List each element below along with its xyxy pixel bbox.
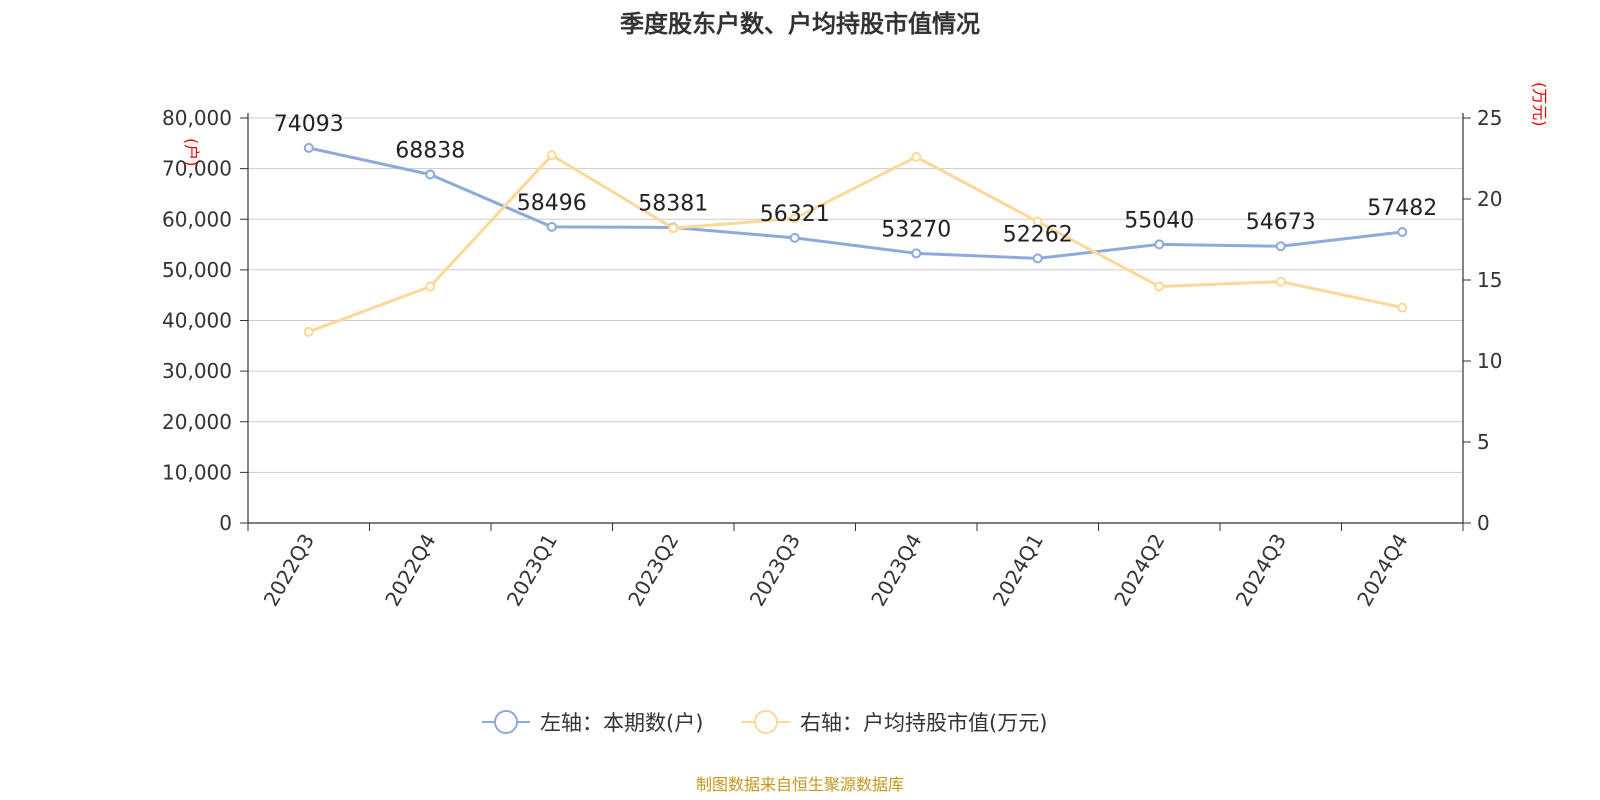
- series-1-point: [303, 142, 314, 153]
- series-1-point: [1397, 226, 1408, 237]
- series-2-point: [1154, 281, 1165, 292]
- data-label: 54673: [1246, 210, 1316, 235]
- data-label: 53270: [881, 217, 951, 242]
- left-axis-unit: (户): [182, 138, 201, 167]
- x-tick-label: 2022Q4: [380, 530, 440, 611]
- right-axis-unit: (万元): [1530, 82, 1549, 127]
- x-tick-label: 2023Q4: [866, 530, 926, 611]
- x-tick-label: 2023Q2: [623, 530, 683, 611]
- left-tick-label: 20,000: [162, 410, 232, 434]
- legend-label-2: 右轴：户均持股市值(万元): [800, 711, 1047, 735]
- series-2-point: [1397, 302, 1408, 313]
- series-1-point: [789, 232, 800, 243]
- x-tick-label: 2024Q3: [1231, 530, 1291, 611]
- axis-ticks: 0 10,000 20,000 30,000 40,000 50,000 60,000 70,…: [162, 106, 1502, 610]
- left-tick-label: 10,000: [162, 460, 232, 484]
- data-label: 55040: [1124, 208, 1194, 233]
- right-tick-label: 15: [1477, 268, 1502, 292]
- left-tick-label: 40,000: [162, 309, 232, 333]
- series-2-point: [303, 326, 314, 337]
- series-2-point: [668, 223, 679, 234]
- series-1-point: [911, 248, 922, 259]
- series-1-point: [425, 169, 436, 180]
- series-line-2: [308, 153, 1403, 334]
- data-label: 58381: [638, 191, 708, 216]
- series-2-point: [789, 213, 800, 224]
- right-tick-label: 0: [1477, 511, 1490, 535]
- legend: 左轴：本期数(户) 右轴：户均持股市值(万元): [482, 710, 1047, 735]
- left-tick-label: 80,000: [162, 106, 232, 130]
- series-line-1: [308, 146, 1403, 260]
- data-label: 58496: [517, 191, 587, 216]
- source-note: 制图数据来自恒生聚源数据库: [696, 775, 904, 794]
- x-tick-label: 2024Q4: [1352, 530, 1412, 611]
- left-tick-label: 60,000: [162, 207, 232, 231]
- series-2-point: [1032, 216, 1043, 227]
- data-label: 52262: [1003, 222, 1073, 247]
- left-tick-label: 70,000: [162, 157, 232, 181]
- x-tick-label: 2024Q2: [1109, 530, 1169, 611]
- data-label: 57482: [1367, 196, 1437, 221]
- data-label: 68838: [395, 139, 465, 164]
- right-tick-label: 5: [1477, 430, 1490, 454]
- gridlines: [248, 117, 1463, 473]
- left-tick-label: 30,000: [162, 359, 232, 383]
- series-lines: [303, 142, 1408, 337]
- x-tick-label: 2022Q3: [259, 530, 319, 611]
- legend-marker-2: [754, 710, 778, 734]
- series-1-point: [1154, 239, 1165, 250]
- series-2-point: [425, 281, 436, 292]
- chart-title: 季度股东户数、户均持股市值情况: [620, 10, 980, 38]
- data-label: 56321: [760, 202, 830, 227]
- data-label: 74093: [274, 112, 344, 137]
- left-tick-label: 0: [219, 511, 232, 535]
- right-tick-label: 25: [1477, 106, 1502, 130]
- data-labels: 74093 68838 58496 58381 56321 53270 52262 55040…: [274, 112, 1438, 248]
- legend-label-1: 左轴：本期数(户): [540, 711, 703, 735]
- x-tick-label: 2023Q1: [502, 530, 562, 611]
- left-tick-label: 50,000: [162, 258, 232, 282]
- x-tick-label: 2023Q3: [745, 530, 805, 611]
- series-2-point: [911, 151, 922, 162]
- series-1-point: [1032, 253, 1043, 264]
- series-1-point: [1275, 241, 1286, 252]
- right-tick-label: 10: [1477, 349, 1502, 373]
- right-tick-label: 20: [1477, 187, 1502, 211]
- series-1-point: [546, 221, 557, 232]
- x-tick-label: 2024Q1: [988, 530, 1048, 611]
- series-2-point: [546, 150, 557, 161]
- legend-marker-1: [494, 710, 518, 734]
- series-2-point: [1275, 276, 1286, 287]
